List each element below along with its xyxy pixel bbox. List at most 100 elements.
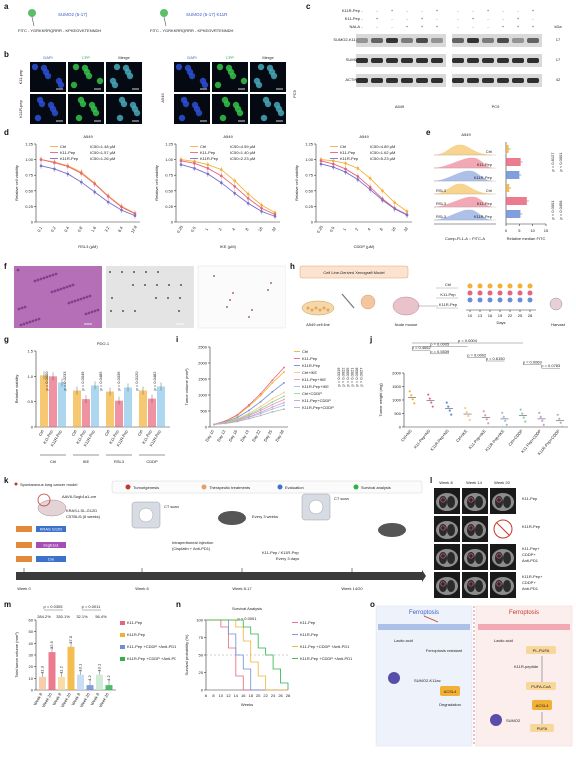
x-tick-label: 12.8 xyxy=(130,224,139,234)
ihc-image-2 xyxy=(197,265,286,329)
legend-entry: K11R-Pep+CDDP xyxy=(302,405,334,410)
y-tick-label: 0 xyxy=(31,688,34,693)
data-point xyxy=(106,200,110,204)
legend-entry: K11-Pep+IKE xyxy=(302,377,326,382)
x-tick-label: 12 xyxy=(226,693,231,698)
data-point xyxy=(368,188,372,191)
step-icon xyxy=(353,484,359,490)
x-tick-label: Day 10 xyxy=(204,428,215,442)
nucleus-mark xyxy=(45,275,49,279)
x-tick-label: Day 28 xyxy=(274,428,285,442)
p-value: p = 0.0482 xyxy=(152,371,157,391)
x-tick-label: 0 xyxy=(505,228,508,233)
data-point xyxy=(259,407,262,410)
blot-band xyxy=(401,58,413,63)
chart-title: Survival Analysis xyxy=(232,606,262,611)
y-axis-label: Relative cell viability xyxy=(14,165,19,201)
stain-mark xyxy=(251,309,253,311)
nucleus-mark xyxy=(93,309,97,313)
data-point xyxy=(206,167,210,170)
bar xyxy=(58,382,66,427)
legend-entry: K11-Pep xyxy=(340,150,356,155)
bar xyxy=(124,387,132,427)
nucleus-mark xyxy=(87,311,91,315)
data-point xyxy=(542,423,545,426)
channel-label: DAPI xyxy=(187,55,196,60)
nucleus-mark xyxy=(33,279,37,283)
x-tick-label: 0.8 xyxy=(76,225,83,233)
syringe-icon xyxy=(341,293,355,309)
group-label: RSL3 xyxy=(436,188,447,193)
cell-mark xyxy=(122,64,130,72)
nucleus-mark xyxy=(68,284,72,288)
stain-mark xyxy=(226,306,228,308)
model-label: Ferroptosis resistant xyxy=(426,648,463,653)
y-tick-label: 1.25 xyxy=(305,142,314,147)
panel-letter-j: j xyxy=(370,335,373,344)
bar xyxy=(49,376,57,427)
stain-mark xyxy=(121,271,123,273)
y-tick-label: 1.25 xyxy=(25,142,34,147)
day-label: 25 xyxy=(518,313,523,318)
panel-letter-d: d xyxy=(4,128,9,137)
peptide-link-icon xyxy=(31,16,35,27)
p-value: p = 0.0485 xyxy=(98,371,103,391)
data-point xyxy=(283,408,285,410)
x-axis-label: Weeks xyxy=(241,702,253,707)
blot-band xyxy=(527,38,539,43)
y-tick-label: 1000 xyxy=(392,398,402,403)
ic50-label: IC50=1.48 µM xyxy=(90,144,115,149)
blot-band xyxy=(512,58,524,63)
p-value: p = 0.0120 xyxy=(134,371,139,391)
sign-label: - xyxy=(487,24,489,29)
x-tick-label: 24 xyxy=(271,693,276,698)
blot-band xyxy=(527,78,539,83)
x-tick-label: Ctrl xyxy=(136,429,143,437)
data-point xyxy=(120,205,123,209)
model-label: ACSL4 xyxy=(444,689,457,694)
sign-label: + xyxy=(472,16,475,21)
p-value: p = 0.0005 xyxy=(345,367,350,387)
genotype-label: C57BL/6 (6 weeks) xyxy=(66,514,101,519)
y-tick-label: 0.50 xyxy=(25,188,34,193)
sign-label: - xyxy=(487,16,489,21)
panel-letter-g: g xyxy=(4,335,9,344)
stain-mark xyxy=(180,284,182,286)
sign-label: - xyxy=(472,8,474,13)
data-point xyxy=(283,371,285,373)
stain-mark xyxy=(134,310,136,312)
arm-label: Ctrl xyxy=(445,282,451,287)
sign-label: + xyxy=(391,8,394,13)
x-tick-label: Ctrl+NS xyxy=(400,428,413,442)
x-tick-label: 15 xyxy=(544,228,549,233)
bar xyxy=(77,674,84,690)
data-point xyxy=(356,167,360,170)
p-value: p = 0.0319 xyxy=(336,367,341,387)
schedule-dot xyxy=(527,290,533,296)
flow-histogram xyxy=(433,170,493,182)
data-point xyxy=(447,405,450,408)
chart-j: 0 500 1000 1500 2000 Tumor weight (mg) Ctrl+NS… xyxy=(378,338,568,456)
data-point xyxy=(53,161,56,165)
legend-swatch xyxy=(120,657,125,661)
cell-mark xyxy=(273,101,281,109)
panel-letter-n: n xyxy=(176,600,181,609)
data-point xyxy=(393,201,397,204)
data-point xyxy=(393,207,397,211)
chart-m: 0 10 20 30 40 50 60 Total tumor volume (mm³) 11.… xyxy=(14,604,176,708)
y-tick-label: 0 xyxy=(201,688,204,693)
legend-entry: Ctrl+CDDP xyxy=(302,391,322,396)
blot-band xyxy=(386,78,398,83)
nucleus-mark xyxy=(36,278,40,282)
tumor-circle xyxy=(440,553,446,559)
y-axis-label: Relative viability xyxy=(14,375,19,404)
stain-mark xyxy=(144,284,146,286)
group-label: CDDP xyxy=(146,459,158,464)
acsl4-icon xyxy=(532,700,552,710)
step-label: A549 cell line xyxy=(306,322,331,327)
data-point xyxy=(467,414,470,418)
bar xyxy=(48,652,56,690)
data-point xyxy=(522,416,525,419)
y-tick-label: 2500 xyxy=(198,345,208,350)
data-point xyxy=(468,418,471,422)
